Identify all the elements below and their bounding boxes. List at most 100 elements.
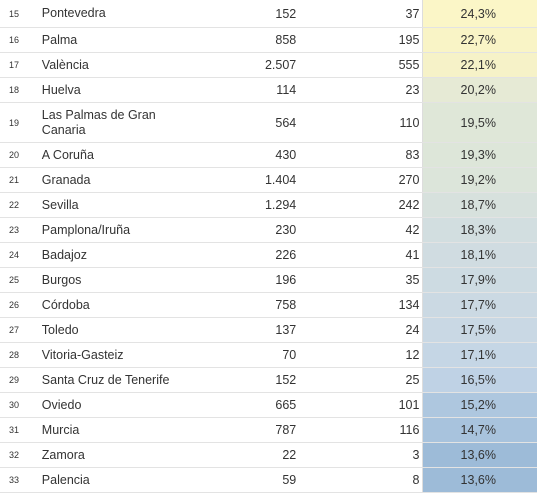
total-cell: 1.404	[264, 173, 297, 187]
percentage-cell: 17,9%	[422, 268, 537, 292]
total-cell: 152	[275, 6, 297, 21]
cases-cell: 23	[405, 83, 420, 97]
rank-cell: 18	[9, 85, 20, 95]
table-row: 29 Santa Cruz de Tenerife 152 25 16,5%	[0, 368, 537, 393]
total-cell: 137	[275, 323, 297, 337]
percentage-cell: 17,5%	[422, 318, 537, 342]
rank-cell: 22	[9, 200, 20, 210]
percentage-cell: 13,6%	[422, 468, 537, 492]
city-name-cell: Pamplona/Iruña	[41, 222, 131, 237]
cases-cell: 270	[398, 173, 420, 187]
total-cell: 196	[275, 273, 297, 287]
table-row: 25 Burgos 196 35 17,9%	[0, 268, 537, 293]
cases-cell: 83	[405, 148, 420, 162]
cases-cell: 242	[398, 198, 420, 212]
city-name-cell: Las Palmas de Gran Canaria	[41, 107, 156, 137]
rank-cell: 33	[9, 475, 20, 485]
table-row: 27 Toledo 137 24 17,5%	[0, 318, 537, 343]
total-cell: 59	[282, 473, 297, 487]
percentage-cell: 20,2%	[422, 78, 537, 102]
cases-cell: 3	[412, 448, 420, 462]
percentage-cell: 15,2%	[422, 393, 537, 417]
cases-cell: 35	[405, 273, 420, 287]
city-name-cell: Palma	[41, 32, 78, 47]
cases-cell: 555	[398, 58, 420, 72]
rank-cell: 19	[9, 117, 20, 128]
cases-cell: 110	[399, 115, 420, 130]
city-name-cell: A Coruña	[41, 147, 94, 162]
city-name-cell: Vitoria-Gasteiz	[41, 347, 124, 362]
rank-cell: 28	[9, 350, 20, 360]
city-name-cell: Santa Cruz de Tenerife	[41, 372, 170, 387]
percentage-cell: 13,6%	[422, 443, 537, 467]
city-name-cell: Toledo	[41, 322, 79, 337]
city-name-cell: Murcia	[41, 422, 80, 437]
cases-cell: 41	[405, 248, 420, 262]
cases-cell: 25	[405, 373, 420, 387]
city-name-cell: Córdoba	[41, 297, 90, 312]
total-cell: 226	[275, 248, 297, 262]
total-cell: 2.507	[264, 58, 297, 72]
table-row: 21 Granada 1.404 270 19,2%	[0, 168, 537, 193]
rank-cell: 25	[9, 275, 20, 285]
table-row: 31 Murcia 787 116 14,7%	[0, 418, 537, 443]
percentage-cell: 18,7%	[422, 193, 537, 217]
total-cell: 665	[275, 398, 297, 412]
cases-cell: 116	[399, 423, 420, 437]
cases-cell: 12	[405, 348, 420, 362]
rank-cell: 29	[9, 375, 20, 385]
city-name-cell: Oviedo	[41, 397, 82, 412]
total-cell: 430	[275, 148, 297, 162]
table-row: 20 A Coruña 430 83 19,3%	[0, 143, 537, 168]
percentage-cell: 17,7%	[422, 293, 537, 317]
table-row: 30 Oviedo 665 101 15,2%	[0, 393, 537, 418]
total-cell: 564	[275, 115, 297, 130]
percentage-cell: 16,5%	[422, 368, 537, 392]
total-cell: 22	[282, 448, 297, 462]
rank-cell: 26	[9, 300, 20, 310]
percentage-cell: 18,3%	[422, 218, 537, 242]
percentage-cell: 17,1%	[422, 343, 537, 367]
total-cell: 230	[275, 223, 297, 237]
rank-cell: 23	[9, 225, 20, 235]
city-name-cell: Zamora	[41, 447, 85, 462]
table-row: 15 Pontevedra 152 37 24,3%	[0, 0, 537, 28]
table-row: 26 Córdoba 758 134 17,7%	[0, 293, 537, 318]
city-name-cell: Huelva	[41, 82, 81, 97]
percentage-cell: 19,5%	[422, 103, 537, 142]
rank-cell: 31	[9, 425, 20, 435]
total-cell: 152	[275, 373, 297, 387]
cases-cell: 37	[405, 6, 420, 21]
city-name-cell: València	[41, 57, 89, 72]
city-name-cell: Palencia	[41, 472, 90, 487]
percentage-cell: 22,7%	[422, 28, 537, 52]
cases-cell: 101	[398, 398, 420, 412]
rank-cell: 17	[9, 60, 20, 70]
table-row: 23 Pamplona/Iruña 230 42 18,3%	[0, 218, 537, 243]
city-name-cell: Burgos	[41, 272, 82, 287]
cases-cell: 24	[405, 323, 420, 337]
total-cell: 70	[282, 348, 297, 362]
rank-cell: 24	[9, 250, 20, 260]
table-row: 22 Sevilla 1.294 242 18,7%	[0, 193, 537, 218]
cases-cell: 42	[405, 223, 420, 237]
table-row: 24 Badajoz 226 41 18,1%	[0, 243, 537, 268]
rank-cell: 32	[9, 450, 20, 460]
percentage-cell: 14,7%	[422, 418, 537, 442]
table-row: 19 Las Palmas de Gran Canaria 564 110 19,5%	[0, 103, 537, 143]
percentage-cell: 19,3%	[422, 143, 537, 167]
rank-cell: 20	[9, 150, 20, 160]
rank-cell: 21	[9, 175, 20, 185]
city-name-cell: Sevilla	[41, 197, 79, 212]
total-cell: 858	[275, 33, 297, 47]
percentage-cell: 22,1%	[422, 53, 537, 77]
table-row: 17 València 2.507 555 22,1%	[0, 53, 537, 78]
cases-cell: 134	[398, 298, 420, 312]
rank-cell: 16	[9, 35, 20, 45]
cases-cell: 8	[412, 473, 420, 487]
city-name-cell: Pontevedra	[41, 6, 106, 20]
total-cell: 787	[275, 423, 297, 437]
percentage-cell: 19,2%	[422, 168, 537, 192]
city-name-cell: Granada	[41, 172, 91, 187]
